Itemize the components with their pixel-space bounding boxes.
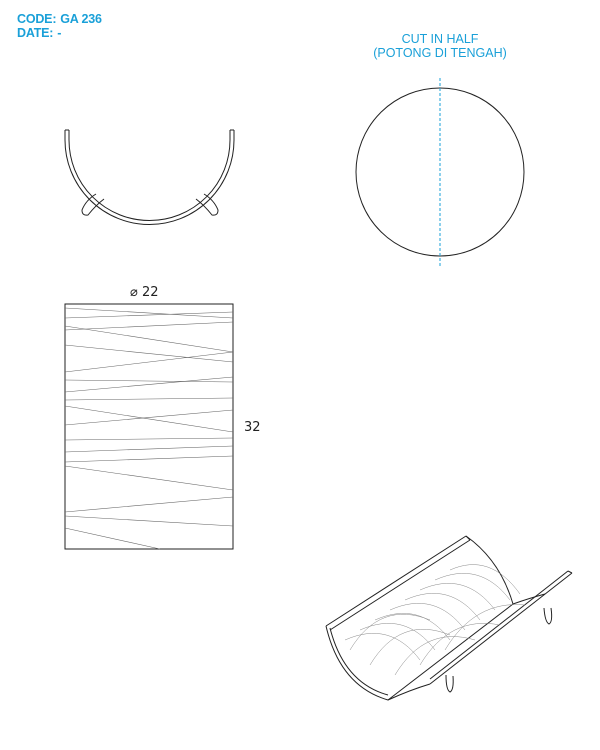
weave-lines — [64, 307, 234, 550]
date-row: DATE: - — [17, 26, 102, 40]
code-row: CODE: GA 236 — [17, 12, 102, 26]
cut-instruction-line1: CUT IN HALF — [401, 32, 479, 46]
date-label: DATE: — [17, 26, 54, 40]
front-view-outer-arc — [64, 130, 235, 225]
iso-inner-weave — [344, 564, 526, 676]
flat-pattern-outline — [64, 303, 234, 550]
iso-top-edge-right — [429, 572, 573, 685]
iso-far-end-arc — [465, 535, 546, 605]
code-value: GA 236 — [60, 12, 102, 26]
front-view — [64, 129, 235, 225]
cut-instruction: CUT IN HALF (POTONG DI TENGAH) — [340, 32, 540, 60]
iso-near-end-inner — [329, 627, 389, 696]
iso-near-end-outer — [325, 625, 431, 701]
isometric-view — [325, 535, 573, 701]
iso-leg-left — [445, 674, 454, 693]
front-view-right-leg — [195, 193, 219, 216]
front-view-inner-arc — [68, 130, 231, 221]
height-dimension: 32 — [244, 420, 261, 435]
iso-leg-right — [543, 607, 553, 625]
diameter-dimension: ⌀ 22 — [130, 285, 159, 300]
top-view — [355, 78, 525, 268]
code-label: CODE: — [17, 12, 57, 26]
front-view-left-leg — [81, 193, 105, 216]
date-value: - — [57, 26, 62, 40]
iso-bottom-edge — [387, 603, 514, 701]
iso-top-edge-left — [325, 535, 467, 627]
title-block: CODE: GA 236 DATE: - — [17, 12, 102, 40]
cut-instruction-line2: (POTONG DI TENGAH) — [373, 46, 507, 60]
flat-pattern — [64, 303, 234, 550]
